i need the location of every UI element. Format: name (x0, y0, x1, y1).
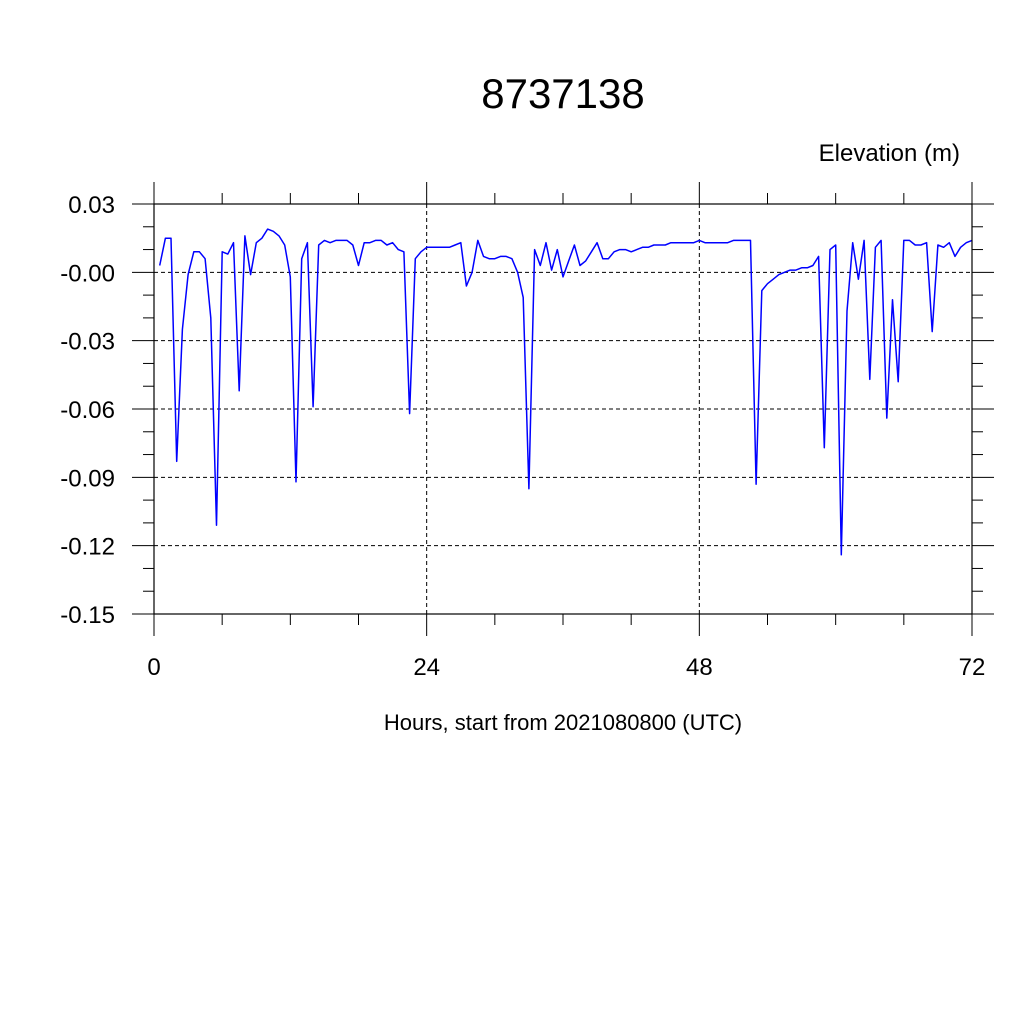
y-tick-label: -0.09 (60, 465, 115, 492)
x-axis-label: Hours, start from 2021080800 (UTC) (384, 710, 742, 735)
grid-lines (153, 203, 973, 615)
x-tick-labels: 0 24 48 72 (147, 654, 985, 681)
y-tick-labels: 0.03 -0.00 -0.03 -0.06 -0.09 -0.12 -0.15 (60, 192, 115, 629)
elevation-series-line (158, 228, 973, 556)
x-tick-label: 72 (959, 654, 986, 681)
axis-ticks (132, 182, 994, 636)
y-tick-label: -0.00 (60, 260, 115, 287)
y-axis-label: Elevation (m) (819, 140, 960, 167)
y-tick-label: -0.12 (60, 534, 115, 561)
y-tick-label: -0.03 (60, 329, 115, 356)
y-tick-label: 0.03 (68, 192, 115, 219)
x-tick-label: 48 (686, 654, 713, 681)
data-series (158, 228, 973, 556)
y-tick-label: -0.06 (60, 397, 115, 424)
x-tick-label: 24 (413, 654, 440, 681)
chart-title: 8737138 (481, 70, 645, 117)
y-tick-label: -0.15 (60, 602, 115, 629)
x-tick-label: 0 (147, 654, 160, 681)
